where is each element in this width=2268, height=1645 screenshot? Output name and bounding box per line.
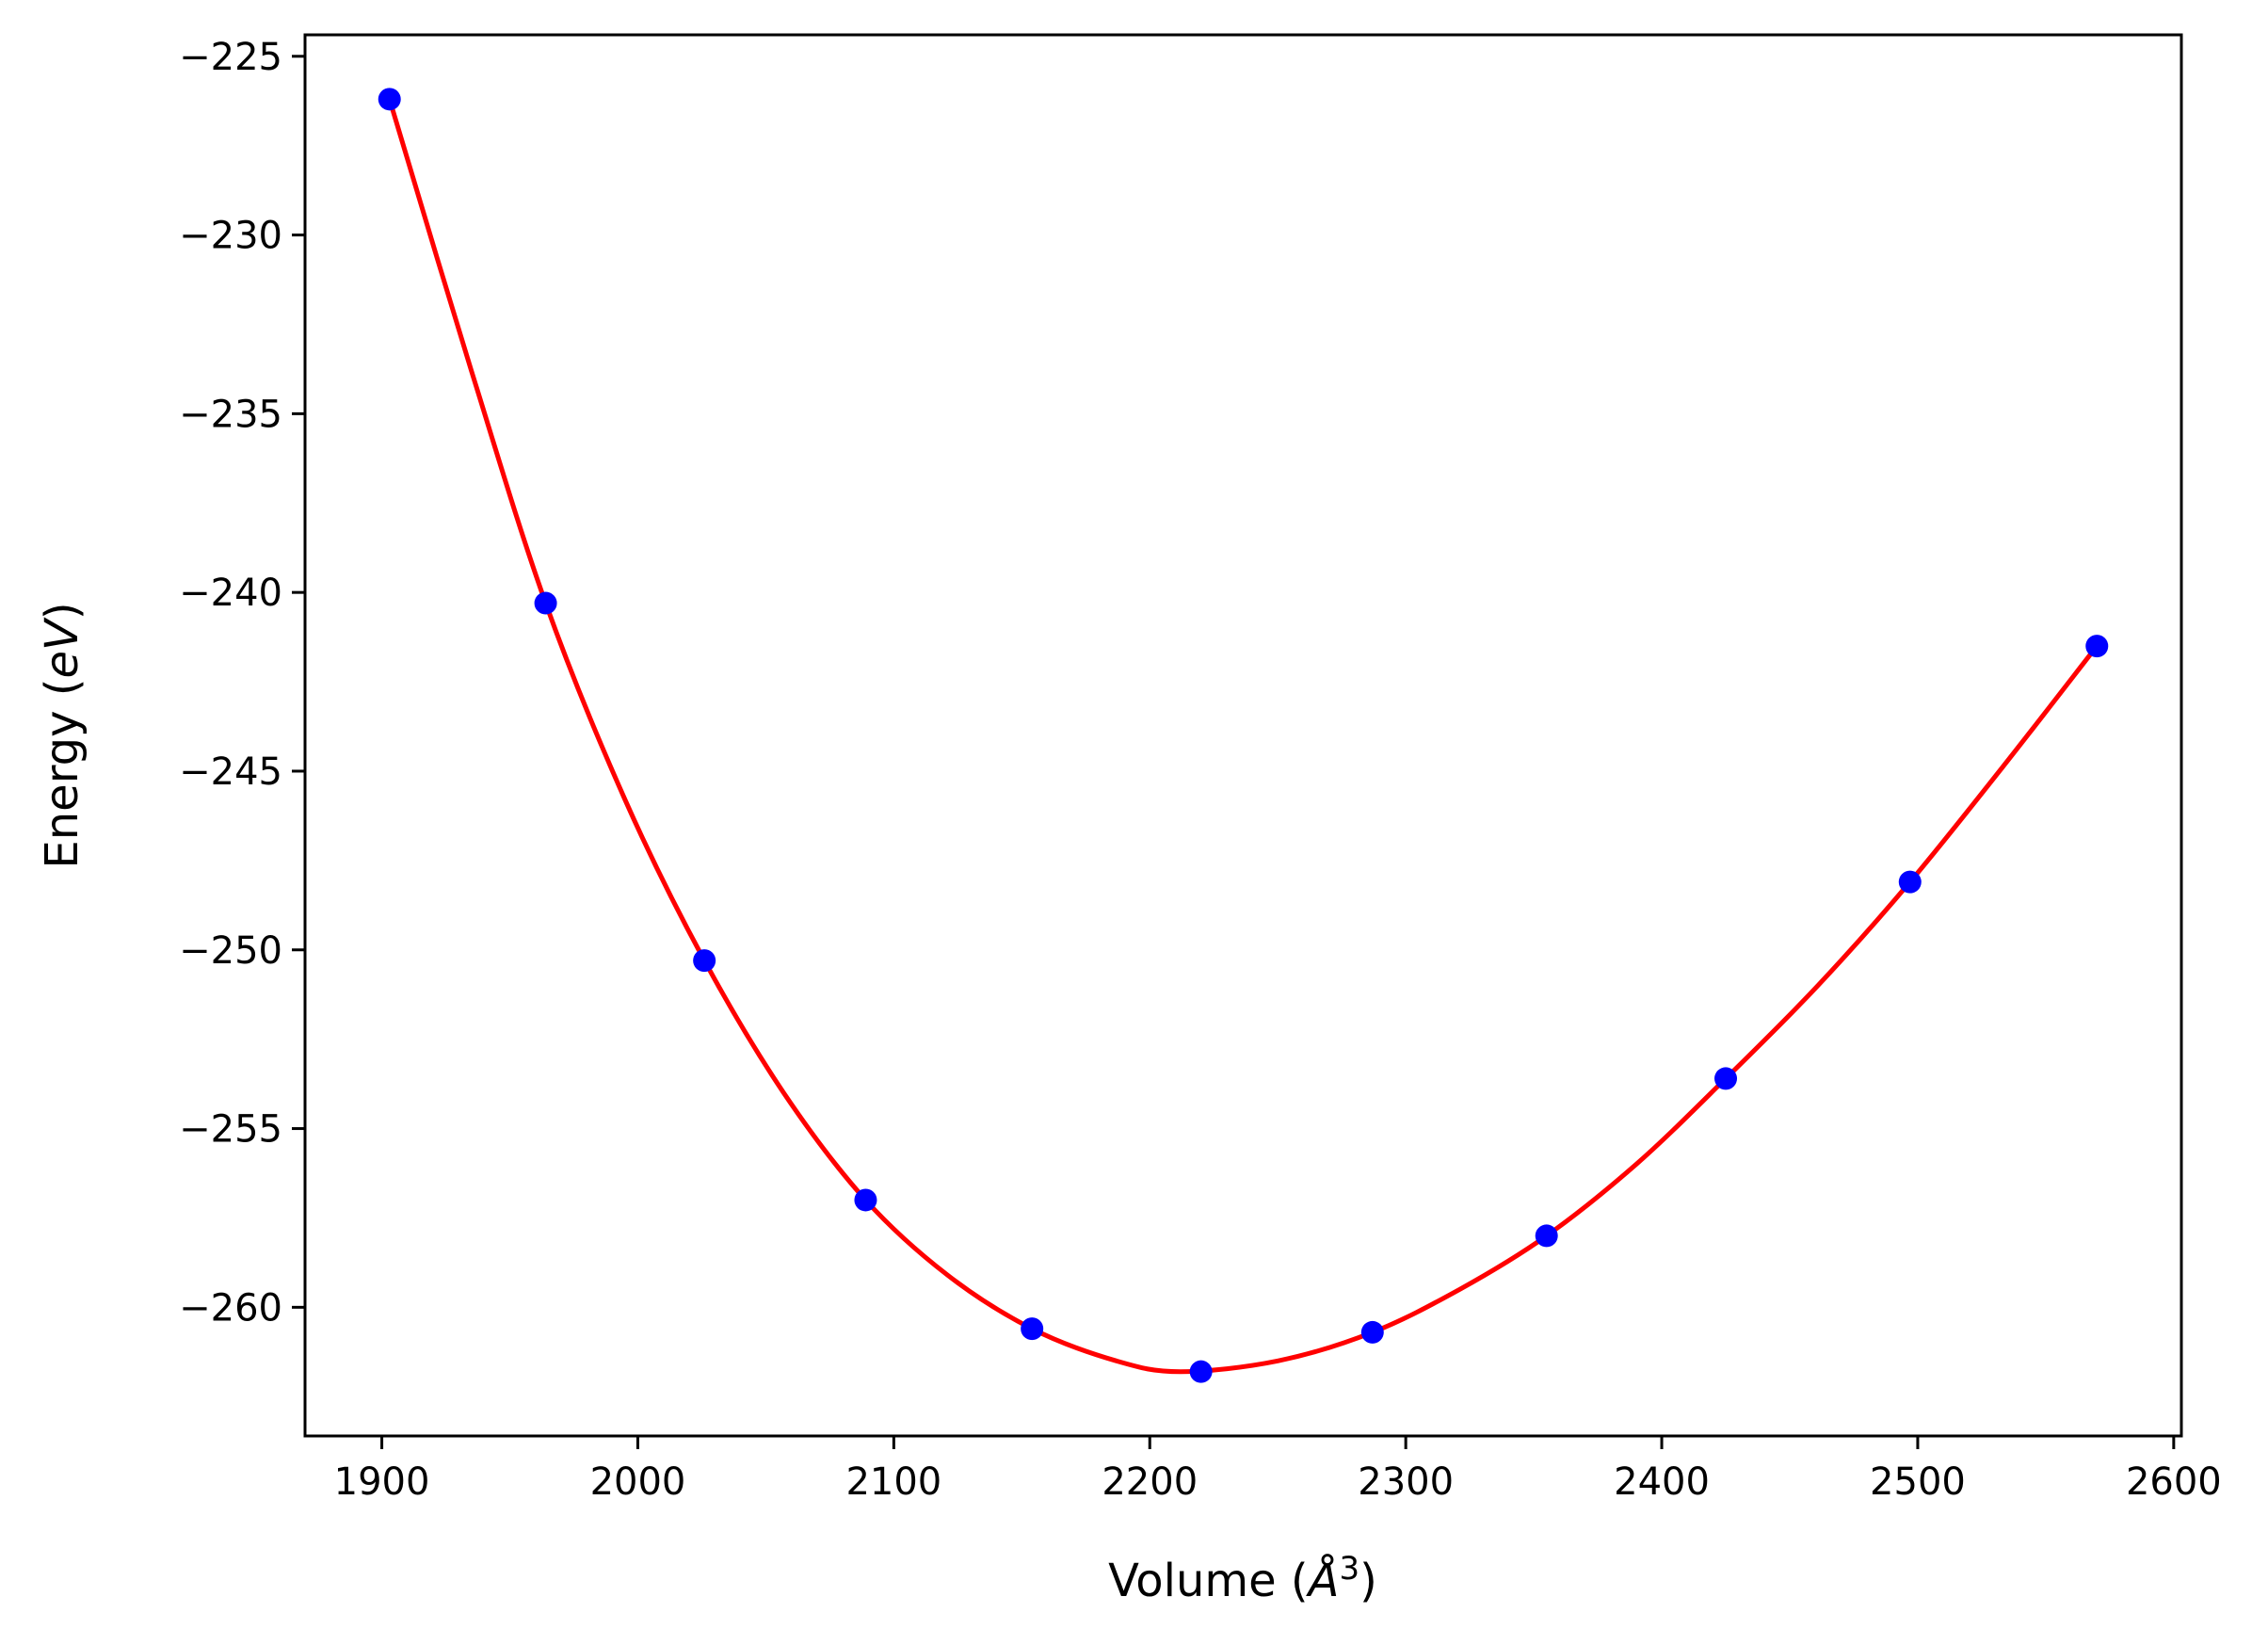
y-tick-label: −235 xyxy=(179,393,282,436)
data-point xyxy=(1714,1067,1738,1090)
plot-area xyxy=(378,88,2109,1383)
x-tick-label: 2200 xyxy=(1102,1460,1198,1504)
x-tick-label: 2000 xyxy=(590,1460,686,1504)
x-tick-label: 2400 xyxy=(1614,1460,1710,1504)
data-point xyxy=(854,1188,877,1212)
x-axis-label-suffix: ) xyxy=(1359,1555,1377,1607)
y-tick-label: −250 xyxy=(179,929,282,973)
data-point xyxy=(693,949,716,973)
x-tick-label: 2600 xyxy=(2126,1460,2222,1504)
y-tick-label: −245 xyxy=(179,750,282,794)
x-tick-label: 2100 xyxy=(845,1460,941,1504)
x-tick-label: 2500 xyxy=(1870,1460,1966,1504)
y-axis-label: Energy (eV) xyxy=(36,602,88,868)
data-point xyxy=(1898,870,1922,894)
x-axis-label-unit: Å xyxy=(1306,1554,1340,1607)
y-tick-label: −260 xyxy=(179,1286,282,1330)
data-point xyxy=(1535,1224,1558,1248)
x-axis-label-exponent: 3 xyxy=(1339,1550,1359,1588)
data-point xyxy=(1189,1360,1213,1383)
x-tick-label: 1900 xyxy=(334,1460,430,1504)
axes-frame xyxy=(303,33,2183,1438)
x-axis-label: Volume (Å3) xyxy=(1108,1550,1377,1607)
y-axis-label-suffix: ) xyxy=(36,602,88,620)
axis-ticks: 1900 2000 2100 2200 2300 2400 2500 2600 −225 −230… xyxy=(179,36,2222,1504)
x-axis-label-prefix: Volume ( xyxy=(1108,1555,1309,1607)
data-point xyxy=(378,88,401,111)
y-tick-label: −225 xyxy=(179,36,282,79)
y-tick-label: −255 xyxy=(179,1108,282,1152)
data-point xyxy=(1021,1317,1044,1341)
y-axis-label-prefix: Energy ( xyxy=(36,679,88,869)
data-point xyxy=(2085,635,2109,658)
x-tick-label: 2300 xyxy=(1358,1460,1454,1504)
y-tick-label: −240 xyxy=(179,572,282,615)
data-point xyxy=(1360,1320,1384,1344)
y-axis-label-unit: eV xyxy=(36,617,88,679)
y-tick-label: −230 xyxy=(179,215,282,258)
fit-curve xyxy=(387,98,2099,1375)
data-point xyxy=(534,591,557,615)
